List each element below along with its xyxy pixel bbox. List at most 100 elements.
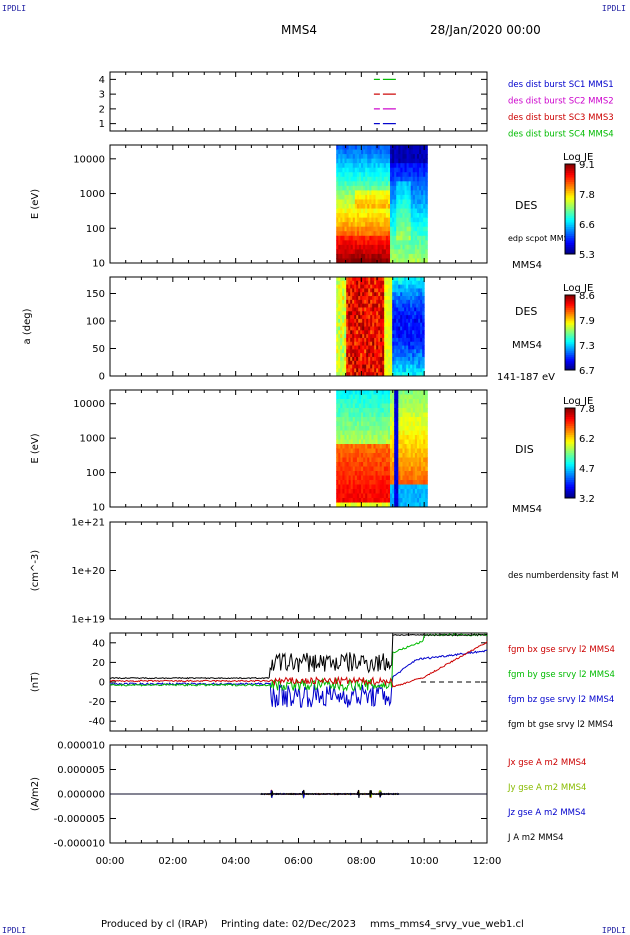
spectrogram-cell <box>379 417 383 422</box>
colorbar-band <box>565 328 575 332</box>
spectrogram-cell <box>418 311 421 316</box>
spectrogram-cell <box>406 280 409 286</box>
spectrogram-cell <box>352 471 356 476</box>
spectrogram-cell <box>392 368 395 373</box>
spectrogram-cell <box>350 360 353 366</box>
colorbar-band <box>565 366 575 369</box>
spectrogram-cell <box>408 330 411 335</box>
spectrogram-cell <box>398 149 401 155</box>
spectrogram-cell <box>375 471 379 476</box>
spectrogram-cell <box>404 280 407 286</box>
spectrogram-cell <box>356 307 359 312</box>
spectrogram-cell <box>350 163 354 169</box>
spectrogram-cell <box>398 172 401 178</box>
spectrogram-cell <box>367 258 370 264</box>
spectrogram-cell <box>375 426 379 431</box>
spectrogram-cell <box>361 408 364 413</box>
spectrogram-cell <box>384 364 387 369</box>
spectrogram-cell <box>404 154 408 160</box>
colorbar-band <box>565 202 575 205</box>
spectrogram-cell <box>372 284 375 289</box>
spectrogram-cell <box>418 334 421 339</box>
spectrogram-cell <box>350 176 354 182</box>
spectrogram-cell <box>361 226 364 232</box>
spectrogram-cell <box>398 341 401 347</box>
spectrogram-cell <box>383 489 387 494</box>
spectrogram-cell <box>418 296 421 301</box>
spectrogram-cell <box>361 493 364 499</box>
y-tick-label: 0.000010 <box>57 741 105 752</box>
spectrogram-cell <box>361 154 364 160</box>
spectrogram-cell <box>423 435 426 440</box>
spectrogram-cell <box>369 466 372 472</box>
spectrogram-cell <box>346 326 349 331</box>
spectrogram-cell <box>385 149 389 155</box>
spectrogram-cell <box>412 158 416 164</box>
spectrogram-cell <box>367 235 370 241</box>
spectrogram-cell <box>404 330 407 335</box>
spectrogram-cell <box>356 502 360 508</box>
spectrogram-cell <box>363 194 366 200</box>
spectrogram-cell <box>369 190 372 196</box>
spectrogram-cell <box>367 231 370 237</box>
spectrogram-cell <box>374 322 377 327</box>
spectrogram-cell <box>383 154 387 160</box>
spectrogram-cell <box>356 417 360 422</box>
spectrogram-cell <box>402 453 406 458</box>
spectrogram-cell <box>421 213 424 219</box>
spectrogram-cell <box>410 360 413 366</box>
spectrogram-cell <box>354 466 358 472</box>
spectrogram-cell <box>386 292 389 297</box>
spectrogram-cell <box>398 399 401 404</box>
spectrogram-cell <box>416 231 420 237</box>
spectrogram-cell <box>379 217 383 223</box>
spectrogram-cell <box>400 303 403 308</box>
spectrogram-cell <box>373 145 377 151</box>
spectrogram-cell <box>396 181 399 187</box>
spectrogram-cell <box>418 353 421 358</box>
spectrogram-cell <box>364 345 367 350</box>
spectrogram-cell <box>356 318 359 324</box>
spectrogram-cell <box>342 368 345 373</box>
spectrogram-cell <box>356 185 360 191</box>
spectrogram-cell <box>336 364 339 369</box>
spectrogram-cell <box>386 356 389 362</box>
spectrogram-cell <box>398 471 401 476</box>
spectrogram-cell <box>421 462 424 467</box>
spectrogram-cell <box>387 421 391 427</box>
spectrogram-cell <box>336 345 339 350</box>
spectrogram-cell <box>414 258 418 264</box>
spectrogram-cell <box>365 253 368 259</box>
spectrogram-cell <box>382 315 385 320</box>
spectrogram-cell <box>352 231 356 237</box>
spectrogram-cell <box>402 240 406 246</box>
spectrogram-cell <box>421 194 424 200</box>
spectrogram-cell <box>348 412 352 418</box>
spectrogram-cell <box>344 244 348 250</box>
spectrogram-cell <box>421 394 424 400</box>
dis-energy-label: DIS <box>515 443 534 456</box>
spectrogram-cell <box>406 462 410 467</box>
colorbar-tick-2: 8.6 <box>579 291 595 302</box>
spectrogram-cell <box>404 349 407 354</box>
spectrogram-cell <box>372 364 375 369</box>
spectrogram-cell <box>371 235 374 241</box>
spectrogram-cell <box>358 158 362 164</box>
spectrogram-cell <box>346 417 350 422</box>
spectrogram-cell <box>425 502 428 508</box>
spectrogram-cell <box>414 372 417 377</box>
spectrogram-cell <box>379 235 383 241</box>
spectrogram-cell <box>358 280 361 286</box>
spectrogram-cell <box>404 435 408 440</box>
spectrogram-cell <box>354 471 358 476</box>
spectrogram-cell <box>412 176 416 182</box>
spectrogram-cell <box>396 493 399 499</box>
spectrogram-cell <box>410 399 414 404</box>
spectrogram-cell <box>379 154 383 160</box>
spectrogram-cell <box>344 471 348 476</box>
colorbar-band <box>565 493 575 497</box>
spectrogram-cell <box>340 299 343 305</box>
spectrogram-cell <box>416 199 420 205</box>
spectrogram-cell <box>354 364 357 369</box>
spectrogram-cell <box>408 194 412 200</box>
